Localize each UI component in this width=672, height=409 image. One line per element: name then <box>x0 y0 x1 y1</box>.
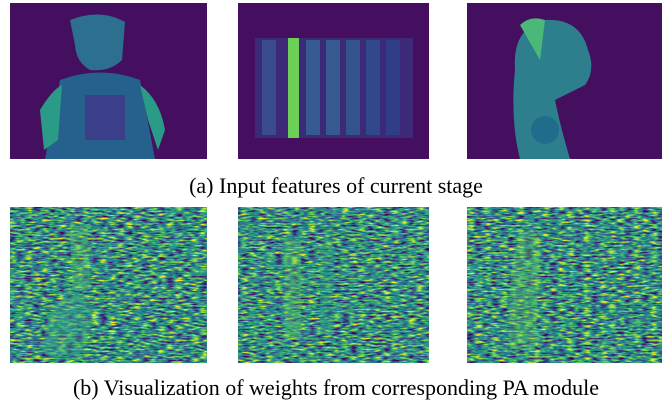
figure: (a) Input features of current stage (b) … <box>0 0 672 409</box>
weight-image-1 <box>10 207 207 363</box>
feature-image-1 <box>10 3 207 159</box>
feature-image-2 <box>238 3 429 159</box>
page: {"captions": {"a": "(a) Input features o… <box>0 0 672 409</box>
weight-image-2 <box>238 207 429 363</box>
caption-a: (a) Input features of current stage <box>189 173 483 198</box>
feature-image-3 <box>467 3 662 159</box>
caption-b: (b) Visualization of weights from corres… <box>73 375 599 400</box>
weight-image-3 <box>467 207 662 363</box>
